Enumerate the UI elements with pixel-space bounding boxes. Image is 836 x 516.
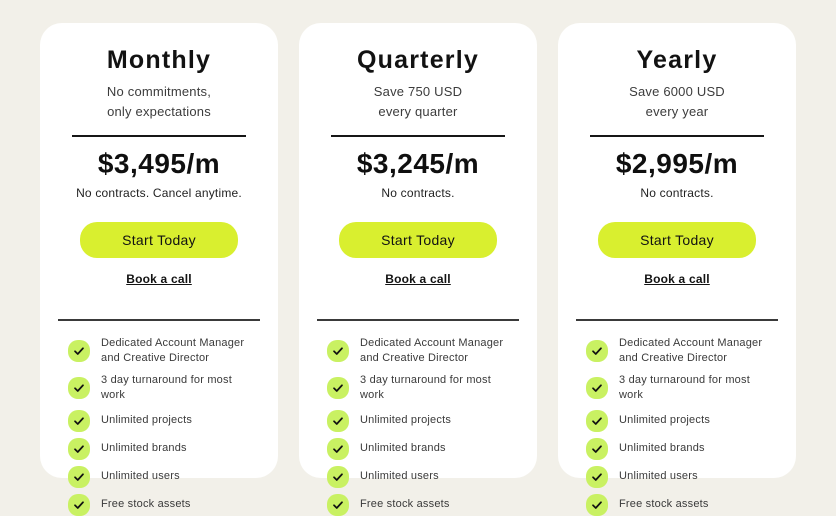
feature-list: Dedicated Account Manager and Creative D…	[40, 336, 278, 516]
plan-price: $2,995/m	[615, 148, 739, 180]
feature-item: 3 day turnaround for most work	[586, 373, 778, 404]
check-icon	[327, 377, 349, 400]
plan-subtitle-line2: every quarter	[378, 104, 458, 120]
plan-subtitle: Save 6000 USD every year	[558, 82, 796, 122]
plan-price: $3,245/m	[356, 148, 480, 180]
pricing-card-yearly: Yearly Save 6000 USD every year $2,995/m…	[558, 23, 796, 516]
check-icon	[68, 340, 90, 363]
plan-subtitle-line2: only expectations	[107, 104, 211, 120]
plan-subtitle: Save 750 USD every quarter	[299, 82, 537, 122]
features-divider	[58, 319, 260, 321]
check-icon	[68, 377, 90, 400]
book-a-call-link[interactable]: Book a call	[644, 272, 710, 287]
feature-label: Dedicated Account Manager and Creative D…	[101, 336, 245, 365]
start-today-button[interactable]: Start Today	[80, 222, 238, 259]
pricing-card-monthly: Monthly No commitments, only expectation…	[40, 23, 278, 516]
feature-item: Free stock assets	[327, 493, 519, 516]
feature-item: Unlimited brands	[327, 437, 519, 460]
book-a-call-link[interactable]: Book a call	[385, 272, 451, 287]
title-divider	[72, 135, 246, 138]
feature-item: 3 day turnaround for most work	[327, 373, 519, 404]
feature-label: Unlimited users	[101, 469, 180, 482]
check-icon	[586, 493, 608, 516]
plan-subtitle-line1: Save 6000 USD	[629, 84, 725, 99]
feature-label: 3 day turnaround for most work	[101, 373, 232, 402]
feature-item: Free stock assets	[586, 493, 778, 516]
feature-label: Unlimited projects	[619, 413, 711, 426]
check-icon	[327, 409, 349, 432]
plan-subtitle-line1: No commitments,	[106, 84, 212, 99]
feature-item: Unlimited users	[327, 465, 519, 488]
feature-item: Dedicated Account Manager and Creative D…	[68, 336, 260, 367]
title-divider	[331, 135, 505, 138]
feature-item: Unlimited projects	[68, 409, 260, 432]
plan-title: Monthly	[106, 46, 212, 74]
feature-label: Dedicated Account Manager and Creative D…	[619, 336, 763, 365]
check-icon	[586, 437, 608, 460]
features-divider	[317, 319, 519, 321]
feature-label: Free stock assets	[101, 497, 191, 510]
plan-subtitle: No commitments, only expectations	[40, 82, 278, 122]
feature-label: 3 day turnaround for most work	[360, 373, 491, 402]
check-icon	[68, 437, 90, 460]
price-note: No contracts.	[640, 186, 714, 201]
book-a-call-link[interactable]: Book a call	[126, 272, 192, 287]
plan-price: $3,495/m	[97, 148, 221, 180]
plan-title: Yearly	[636, 46, 718, 74]
check-icon	[586, 340, 608, 363]
plan-subtitle-line2: every year	[645, 104, 709, 120]
plan-title: Quarterly	[357, 46, 479, 74]
feature-item: Unlimited brands	[68, 437, 260, 460]
feature-item: Unlimited users	[68, 465, 260, 488]
check-icon	[586, 409, 608, 432]
check-icon	[327, 437, 349, 460]
feature-item: 3 day turnaround for most work	[68, 373, 260, 404]
feature-item: Unlimited brands	[586, 437, 778, 460]
feature-label: Unlimited projects	[360, 413, 452, 426]
feature-label: 3 day turnaround for most work	[619, 373, 750, 402]
feature-item: Dedicated Account Manager and Creative D…	[327, 336, 519, 367]
feature-item: Unlimited projects	[586, 409, 778, 432]
feature-item: Unlimited projects	[327, 409, 519, 432]
feature-label: Unlimited projects	[101, 413, 193, 426]
pricing-card-quarterly: Quarterly Save 750 USD every quarter $3,…	[299, 23, 537, 516]
feature-item: Free stock assets	[68, 493, 260, 516]
feature-label: Free stock assets	[619, 497, 709, 510]
check-icon	[327, 340, 349, 363]
features-divider	[576, 319, 778, 321]
feature-label: Unlimited brands	[360, 441, 446, 454]
pricing-section: Monthly No commitments, only expectation…	[40, 23, 796, 516]
feature-label: Unlimited users	[619, 469, 698, 482]
check-icon	[68, 493, 90, 516]
check-icon	[327, 493, 349, 516]
check-icon	[68, 465, 90, 488]
feature-label: Dedicated Account Manager and Creative D…	[360, 336, 504, 365]
feature-item: Unlimited users	[586, 465, 778, 488]
feature-label: Unlimited brands	[619, 441, 705, 454]
feature-label: Unlimited brands	[101, 441, 187, 454]
title-divider	[590, 135, 764, 138]
feature-label: Unlimited users	[360, 469, 439, 482]
feature-list: Dedicated Account Manager and Creative D…	[558, 336, 796, 516]
check-icon	[68, 409, 90, 432]
check-icon	[586, 377, 608, 400]
check-icon	[586, 465, 608, 488]
check-icon	[327, 465, 349, 488]
start-today-button[interactable]: Start Today	[339, 222, 497, 259]
plan-subtitle-line1: Save 750 USD	[373, 84, 463, 99]
feature-label: Free stock assets	[360, 497, 450, 510]
price-note: No contracts. Cancel anytime.	[76, 186, 242, 201]
start-today-button[interactable]: Start Today	[598, 222, 756, 259]
feature-item: Dedicated Account Manager and Creative D…	[586, 336, 778, 367]
feature-list: Dedicated Account Manager and Creative D…	[299, 336, 537, 516]
price-note: No contracts.	[381, 186, 455, 201]
